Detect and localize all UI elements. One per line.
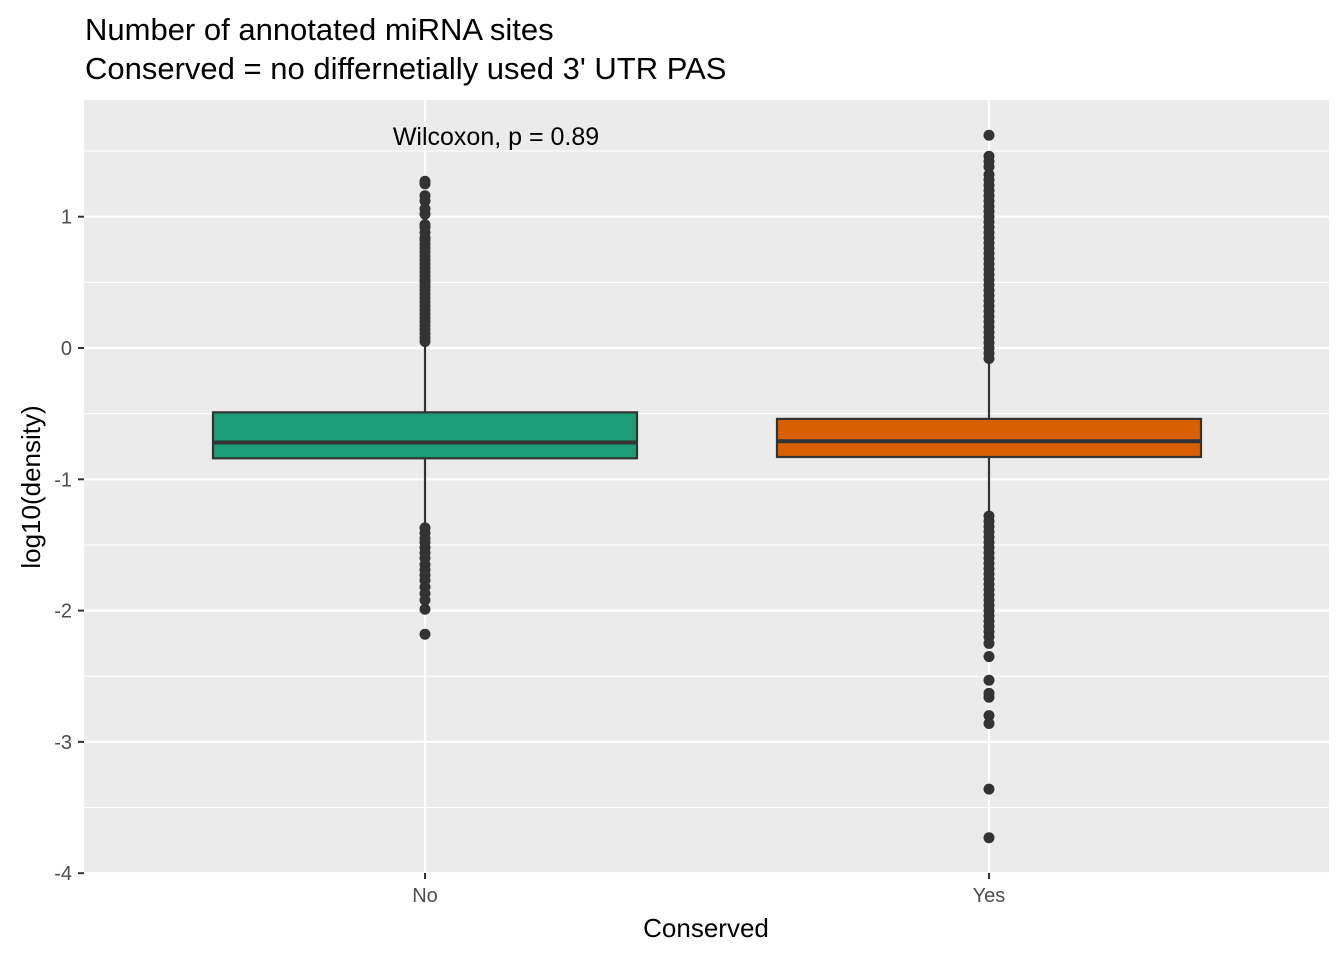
x-axis: No Yes	[412, 873, 1005, 907]
outlier-point-no	[419, 628, 431, 640]
y-tick-label: -3	[54, 732, 72, 754]
chart-title-line-1: Number of annotated miRNA sites	[85, 12, 554, 47]
outlier-point-yes	[983, 832, 995, 844]
outlier-point-yes	[983, 691, 995, 703]
box-series	[211, 129, 1203, 844]
x-axis-title: Conserved	[643, 913, 769, 943]
box-yes	[775, 129, 1203, 844]
y-tick-label: 1	[61, 207, 72, 229]
outlier-point-yes	[983, 674, 995, 686]
box-no	[211, 175, 639, 640]
x-tick-label: Yes	[973, 885, 1006, 907]
outlier-point-yes	[983, 129, 995, 141]
outlier-point-yes	[983, 353, 995, 365]
y-tick-label: -1	[54, 469, 72, 491]
y-axis-title: log10(density)	[16, 405, 46, 568]
outlier-point-yes	[983, 161, 995, 173]
box-body-yes	[775, 417, 1203, 459]
outlier-point-yes	[983, 651, 995, 663]
plot-panel	[84, 100, 1329, 873]
y-axis: 1 0 -1 -2 -3 -4	[54, 207, 84, 885]
box-body-no	[211, 411, 639, 460]
outlier-point-no	[419, 335, 431, 347]
outlier-point-no	[419, 195, 431, 207]
outlier-point-no	[419, 178, 431, 190]
y-tick-label: 0	[61, 338, 72, 360]
y-tick-label: -4	[54, 863, 72, 885]
outlier-point-yes	[983, 710, 995, 722]
outlier-point-no	[419, 603, 431, 615]
wilcoxon-annotation: Wilcoxon, p = 0.89	[393, 123, 599, 151]
outlier-point-yes	[983, 637, 995, 649]
x-tick-label: No	[412, 885, 438, 907]
y-tick-label: -2	[54, 601, 72, 623]
outlier-point-yes	[983, 718, 995, 730]
outlier-point-no	[419, 208, 431, 220]
outlier-point-yes	[983, 783, 995, 795]
outlier-point-no	[419, 594, 431, 606]
chart-title-line-2: Conserved = no differnetially used 3' UT…	[85, 51, 726, 86]
